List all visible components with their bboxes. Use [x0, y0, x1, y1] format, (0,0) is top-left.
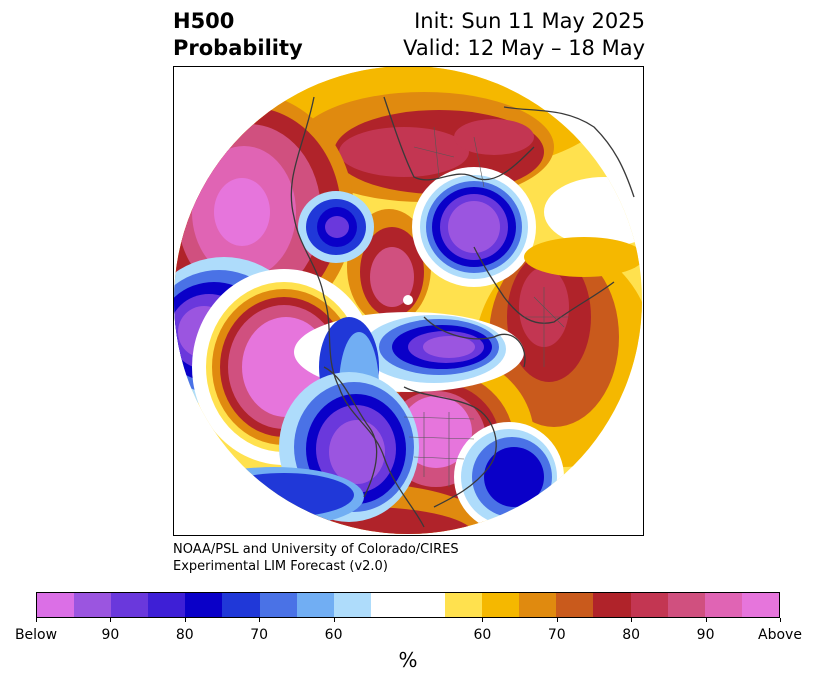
colorbar-tick-label: 70: [547, 627, 566, 643]
colorbar-tick-label: Above: [758, 627, 802, 643]
title-product: Probability: [173, 36, 303, 60]
colorbar-swatch: [593, 593, 631, 617]
colorbar-swatch: [741, 593, 779, 617]
colorbar-swatch: [259, 593, 297, 617]
colorbar-tick-mark: [333, 618, 335, 622]
colorbar-tick-mark: [780, 618, 781, 622]
credit: NOAA/PSL and University of Colorado/CIRE…: [173, 541, 459, 575]
title-variable: H500: [173, 9, 235, 33]
colorbar-swatch: [370, 593, 408, 617]
colorbar-swatch: [185, 593, 223, 617]
colorbar-swatch: [445, 593, 483, 617]
colorbar-swatch: [556, 593, 594, 617]
colorbar-swatch: [704, 593, 742, 617]
credit-line-2: Experimental LIM Forecast (v2.0): [173, 559, 388, 574]
colorbar-swatch: [333, 593, 371, 617]
colorbar-swatch: [519, 593, 557, 617]
colorbar-tick-mark: [556, 618, 558, 622]
probability-field: [174, 67, 642, 534]
colorbar-swatch: [74, 593, 112, 617]
borders: [403, 126, 569, 487]
colorbar-tick-mark: [631, 618, 633, 622]
colorbar-tick-mark: [705, 618, 707, 622]
colorbar-swatch: [482, 593, 520, 617]
colorbar-tick-mark: [110, 618, 112, 622]
colorbar-swatch: [296, 593, 334, 617]
coastlines: [290, 96, 635, 528]
colorbar-tick-mark: [184, 618, 186, 622]
title-right: Init: Sun 11 May 2025 Valid: 12 May – 18…: [403, 8, 645, 62]
colorbar-tick-label: 80: [175, 627, 194, 643]
colorbar-swatch: [630, 593, 668, 617]
colorbar-tick-mark: [36, 618, 37, 622]
colorbar-tick-label: 90: [696, 627, 715, 643]
colorbar-tick-label: 90: [101, 627, 120, 643]
colorbar-unit: %: [398, 648, 418, 672]
polar-map: [173, 66, 644, 536]
colorbar-tick-label: 70: [250, 627, 269, 643]
init-date: Init: Sun 11 May 2025: [414, 9, 645, 33]
colorbar: [36, 592, 780, 618]
colorbar-tick-label: 60: [324, 627, 343, 643]
colorbar-swatch: [222, 593, 260, 617]
colorbar-tick-label: Below: [14, 627, 58, 643]
probability-map-svg: [174, 67, 642, 534]
colorbar-tick-mark: [259, 618, 261, 622]
colorbar-tick-label: 80: [622, 627, 641, 643]
colorbar-swatch: [37, 593, 75, 617]
colorbar-swatch: [148, 593, 186, 617]
title-left: H500 Probability: [173, 8, 303, 62]
colorbar-tick-mark: [482, 618, 484, 622]
colorbar-swatch: [111, 593, 149, 617]
colorbar-swatch: [667, 593, 705, 617]
credit-line-1: NOAA/PSL and University of Colorado/CIRE…: [173, 542, 459, 557]
valid-range: Valid: 12 May – 18 May: [403, 36, 645, 60]
colorbar-swatch: [407, 593, 446, 617]
colorbar-tick-label: 60: [473, 627, 492, 643]
